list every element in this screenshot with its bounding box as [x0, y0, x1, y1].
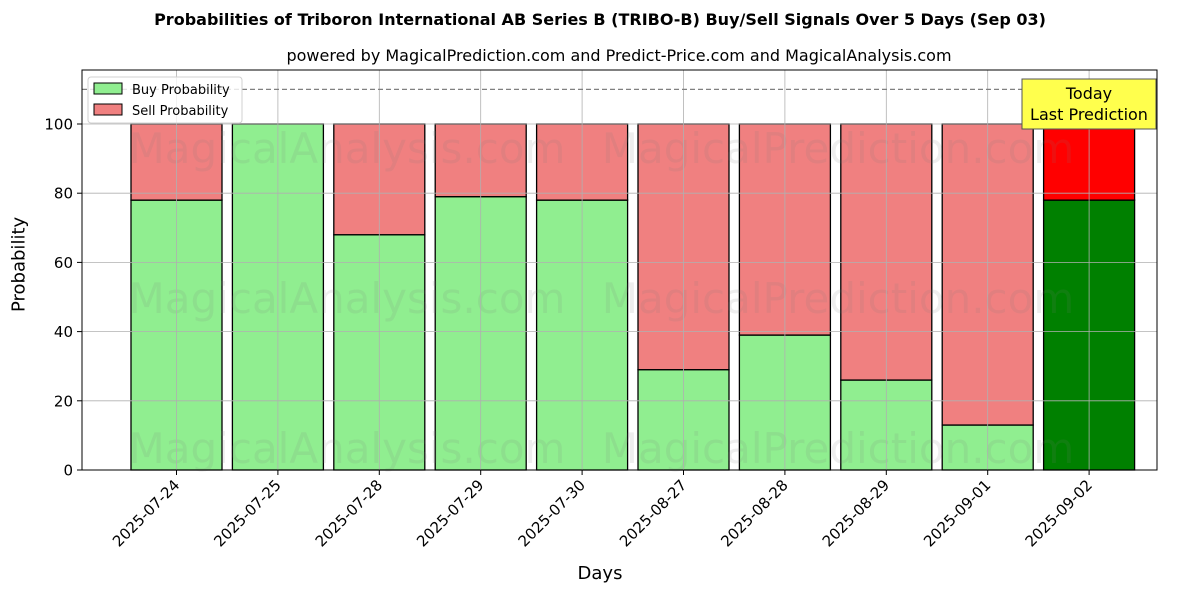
legend-sell-swatch — [93, 103, 123, 116]
legend-buy-label: Buy Probability — [132, 83, 230, 98]
x-tick-label: 2025-07-29 — [413, 476, 487, 550]
watermark-text: MagicalPrediction.com — [602, 424, 1075, 473]
watermark-text: MagicalAnalysis.com — [129, 124, 566, 173]
y-tick-label: 40 — [54, 323, 73, 341]
y-tick-label: 80 — [54, 185, 73, 203]
x-tick-label: 2025-07-30 — [515, 476, 589, 550]
y-tick-label: 0 — [63, 462, 73, 480]
annotation-line2: Last Prediction — [1030, 105, 1148, 124]
x-tick-label: 2025-07-28 — [312, 476, 386, 550]
y-tick-label: 60 — [54, 254, 73, 272]
x-tick-label: 2025-08-28 — [717, 476, 791, 550]
y-axis-label: Probability — [8, 216, 30, 312]
x-tick-label: 2025-09-02 — [1022, 476, 1096, 550]
x-tick-label: 2025-07-25 — [210, 476, 284, 550]
legend-sell-label: Sell Probability — [132, 104, 229, 119]
watermark-text: MagicalAnalysis.com — [129, 424, 566, 473]
x-tick-label: 2025-08-29 — [819, 476, 893, 550]
legend-buy-swatch — [93, 82, 123, 95]
annotation-line1: Today — [1065, 84, 1112, 103]
plot-frame — [81, 69, 1158, 471]
x-tick-label: 2025-09-01 — [920, 476, 994, 550]
x-tick-label: 2025-07-24 — [109, 476, 183, 550]
watermark-text: MagicalAnalysis.com — [129, 274, 566, 323]
annotation-box — [1021, 78, 1157, 130]
y-tick-label: 100 — [44, 116, 73, 134]
chart-title: Probabilities of Triboron International … — [154, 10, 1046, 29]
x-tick-label: 2025-08-27 — [616, 476, 690, 550]
legend-box — [87, 76, 243, 124]
watermark-text: MagicalPrediction.com — [602, 274, 1075, 323]
chart-subtitle: powered by MagicalPrediction.com and Pre… — [286, 46, 952, 65]
watermark-text: MagicalPrediction.com — [602, 124, 1075, 173]
y-tick-label: 20 — [54, 392, 73, 410]
x-axis-label: Days — [577, 563, 623, 584]
